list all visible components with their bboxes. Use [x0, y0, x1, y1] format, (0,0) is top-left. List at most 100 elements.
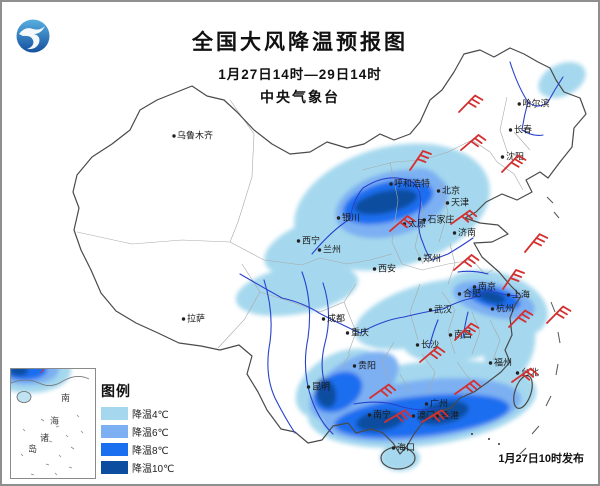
city-dot: [367, 413, 372, 417]
city-label: 长春: [514, 123, 532, 134]
legend-row: 降温6℃: [101, 424, 174, 439]
city-dot: [306, 385, 311, 389]
city-label: 乌鲁木齐: [177, 129, 213, 140]
inset-label-char: 诸: [40, 433, 50, 443]
city-dot: [517, 102, 521, 106]
city-dot: [415, 343, 420, 347]
city-label: 杭州: [496, 302, 514, 313]
wind-barb-icon: [409, 150, 432, 171]
forecast-period: 1月27日14时—29日14时: [218, 67, 382, 82]
cooling-zone-10c: [315, 378, 337, 408]
wind-barb-icon: [511, 367, 539, 383]
city-label: 呼和浩特: [394, 177, 430, 188]
city-dot: [321, 317, 326, 321]
wind-barb-icon: [421, 409, 449, 423]
inset-islands: [20, 414, 84, 476]
city-dot: [296, 239, 301, 243]
city-label: 西宁: [302, 234, 320, 245]
cooling-zone-10c: [417, 400, 469, 426]
city-dot: [436, 189, 441, 193]
city-dot: [488, 361, 493, 365]
wind-barb-icon: [450, 209, 478, 225]
city-label: 海口: [397, 441, 415, 452]
wind-barb-icon: [524, 233, 549, 253]
legend-label: 降温4℃: [132, 410, 169, 421]
inset-label-char: 南: [61, 393, 71, 403]
city-label: 香港: [441, 409, 459, 420]
hainan-island-outline: [380, 446, 416, 470]
city-dot: [448, 333, 453, 337]
city-label: 沈阳: [506, 150, 524, 161]
wind-barb-icon: [389, 215, 416, 232]
cooling-zone-4c: [380, 445, 420, 471]
wind-barb-icon: [508, 309, 534, 328]
city-label: 郑州: [423, 252, 441, 263]
wind-barb-icon: [384, 409, 412, 423]
legend-row: 降温4℃: [101, 406, 174, 421]
wind-barb-icon: [458, 94, 484, 113]
title-block: 全国大风降温预报图 1月27日14时—29日14时 中央气象台: [2, 26, 598, 107]
cooling-zone-10c: [354, 189, 418, 215]
rivers: [239, 61, 564, 435]
cooling-zones-layer: [235, 62, 586, 471]
city-label: 南昌: [454, 328, 472, 339]
city-label: 石家庄: [427, 213, 454, 224]
city-dot: [452, 231, 457, 235]
city-dot: [352, 364, 357, 368]
city-label: 西安: [378, 262, 396, 273]
wind-barb-icon: [454, 322, 480, 341]
city-label: 福州: [494, 356, 512, 367]
city-dot: [500, 155, 505, 159]
city-dot: [490, 307, 495, 311]
city-label: 合肥: [463, 287, 481, 298]
legend-label: 降温8℃: [132, 446, 169, 457]
city-label: 南京: [478, 280, 496, 291]
legend-swatch: [101, 425, 128, 438]
city-label: 北京: [442, 184, 460, 195]
legend-label: 降温6℃: [132, 428, 169, 439]
city-dot: [515, 371, 520, 375]
wind-barb-icon: [546, 305, 572, 324]
inset-hainan-outline: [16, 391, 32, 403]
legend-items: 降温4℃ 降温6℃ 降温8℃ 降温10℃: [101, 406, 174, 475]
wind-barb-icon: [454, 379, 482, 395]
wind-barbs-layer: [369, 94, 572, 423]
city-dot: [181, 317, 186, 321]
city-dot: [508, 128, 513, 132]
wind-barb-icon: [460, 134, 487, 151]
city-dot: [457, 292, 462, 296]
inset-wind-barb-icon: [40, 369, 45, 374]
national-boundary: [72, 47, 587, 470]
city-label: 澳门: [417, 409, 435, 420]
city-label: 南宁: [373, 408, 391, 419]
logo-swirl-icon: [19, 26, 45, 50]
city-label: 天津: [451, 197, 469, 207]
cma-logo: [16, 19, 50, 53]
city-dot: [172, 134, 176, 138]
inset-minimap: [11, 369, 90, 476]
city-dot: [424, 402, 429, 406]
city-dot: [317, 248, 322, 252]
publish-time: 1月27日10时发布: [498, 453, 584, 465]
city-dot: [389, 182, 393, 186]
wind-barb-icon: [369, 383, 397, 399]
wind-barb-icon: [453, 254, 480, 271]
city-label: 昆明: [312, 381, 330, 391]
city-label: 台北: [521, 366, 539, 377]
city-dot: [391, 446, 396, 450]
taiwan-island-outline: [513, 375, 533, 409]
city-dot: [445, 201, 450, 205]
city-dot: [411, 414, 416, 418]
agency-name: 中央气象台: [260, 89, 340, 105]
legend: 图例 降温4℃ 降温6℃ 降温8℃ 降温10℃: [101, 381, 174, 478]
city-label: 太原: [408, 217, 426, 228]
city-label: 拉萨: [187, 312, 205, 323]
city-dot: [428, 308, 433, 312]
city-dot: [506, 293, 511, 297]
city-dot: [422, 218, 426, 222]
legend-swatch: [101, 443, 128, 456]
city-label: 上海: [512, 288, 530, 299]
inset-label-char: 岛: [28, 444, 38, 454]
